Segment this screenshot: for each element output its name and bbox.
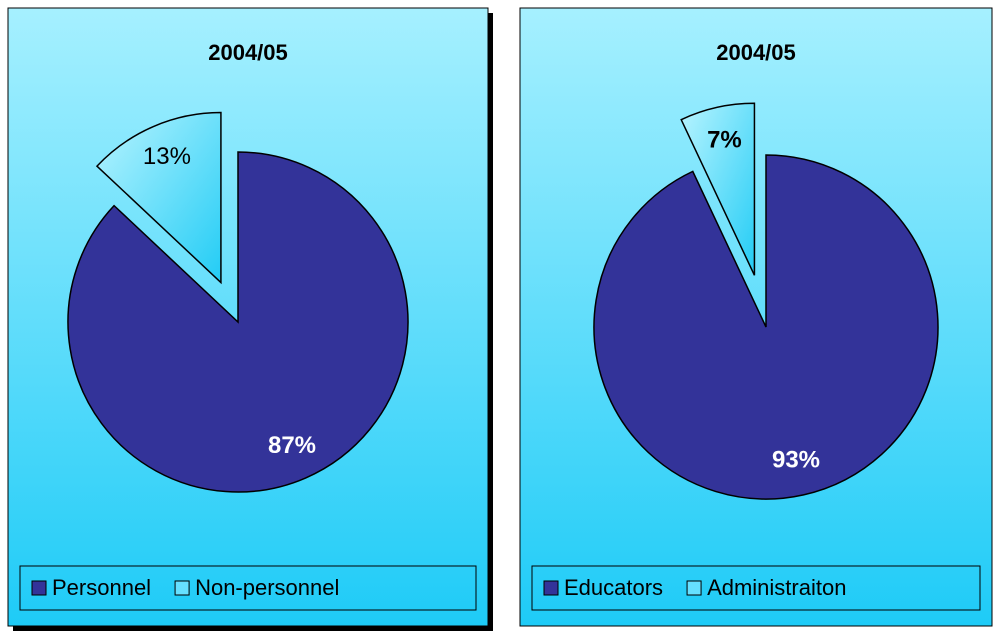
legend-swatch <box>686 580 702 596</box>
chart-title: 2004/05 <box>716 40 796 65</box>
legend-label: Personnel <box>52 575 151 600</box>
pie-slice <box>593 154 939 500</box>
chart-title: 2004/05 <box>208 40 288 65</box>
pie-slice <box>680 102 756 276</box>
legend-label: Administraiton <box>707 575 846 600</box>
pie-slice <box>67 151 409 493</box>
legend-label: Non-personnel <box>195 575 339 600</box>
legend-box <box>19 565 477 611</box>
data-label: 7% <box>707 126 742 153</box>
data-label: 87% <box>268 432 316 459</box>
legend-swatch <box>31 580 47 596</box>
pie-slice <box>95 111 222 285</box>
data-label: 13% <box>143 143 191 170</box>
legend-swatch <box>174 580 190 596</box>
data-label: 93% <box>772 447 820 474</box>
chart-panel: 2004/05 93% 7% Educators Administraiton <box>519 7 993 627</box>
chart-panel: 2004/05 87% 13% Personnel Non-personnel <box>7 7 493 631</box>
legend-box <box>531 565 981 611</box>
legend-swatch <box>543 580 559 596</box>
legend-label: Educators <box>564 575 663 600</box>
